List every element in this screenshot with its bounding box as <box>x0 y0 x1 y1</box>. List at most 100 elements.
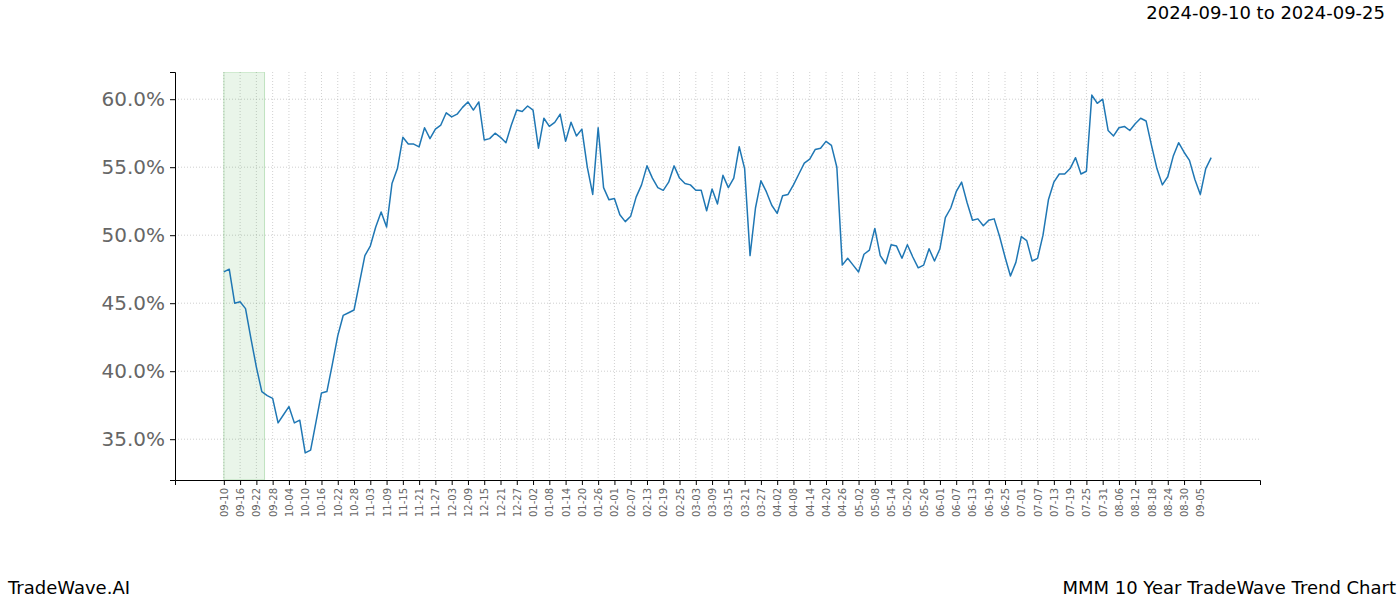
tick-mark <box>1168 480 1169 485</box>
grid-line <box>923 72 924 480</box>
grid-line <box>646 72 647 480</box>
tick-mark <box>663 480 664 485</box>
grid-line <box>891 72 892 480</box>
tick-mark <box>419 480 420 485</box>
tick-mark <box>170 371 175 372</box>
tick-mark <box>305 480 306 485</box>
tick: 50.0% <box>101 223 175 247</box>
chart: 35.0%40.0%45.0%50.0%55.0%60.0%09-1009-16… <box>0 0 1400 600</box>
tick-label: 07-13 <box>1049 488 1060 517</box>
tick-mark <box>1135 480 1136 485</box>
tick: 02-13 <box>642 480 653 517</box>
tick: 09-22 <box>251 480 262 517</box>
tick-mark <box>1103 480 1104 485</box>
tick-mark <box>170 99 175 100</box>
tick: 10-28 <box>349 480 360 517</box>
tick-label: 08-30 <box>1179 488 1190 517</box>
tick: 05-26 <box>919 480 930 517</box>
grid-line <box>907 72 908 480</box>
tick: 10-04 <box>284 480 295 517</box>
tick: 02-25 <box>675 480 686 517</box>
tick-label: 03-27 <box>756 488 767 517</box>
axis-line <box>176 481 1261 486</box>
grid-line <box>370 72 371 480</box>
tick: 01-02 <box>528 480 539 517</box>
tick-mark <box>1086 480 1087 485</box>
tick-label: 07-01 <box>1016 488 1027 517</box>
grid-line <box>1184 72 1185 480</box>
tick-mark <box>1200 480 1201 485</box>
tick-label: 04-08 <box>788 488 799 517</box>
grid-line <box>419 72 420 480</box>
tick-label: 01-20 <box>577 488 588 517</box>
tick-mark <box>452 480 453 485</box>
tick-mark <box>468 480 469 485</box>
x-axis: 09-1009-1609-2209-2810-0410-1010-1610-22… <box>176 480 1261 517</box>
tick-label: 07-07 <box>1033 488 1044 517</box>
tick: 09-28 <box>268 480 279 517</box>
tick: 03-21 <box>740 480 751 517</box>
tick-mark <box>501 480 502 485</box>
grid-line <box>175 167 1260 168</box>
tick: 01-26 <box>593 480 604 517</box>
tick: 08-06 <box>1114 480 1125 517</box>
tick: 06-25 <box>1000 480 1011 517</box>
tick: 40.0% <box>101 359 175 383</box>
tick-mark <box>891 480 892 485</box>
tick: 02-07 <box>626 480 637 517</box>
grid-line <box>272 72 273 480</box>
axis-line <box>170 73 176 481</box>
grid-line <box>663 72 664 480</box>
grid-line <box>175 303 1260 304</box>
tick-label: 09-05 <box>1195 488 1206 517</box>
tick-mark <box>1184 480 1185 485</box>
tick-mark <box>940 480 941 485</box>
tick: 07-13 <box>1049 480 1060 517</box>
grid-line <box>777 72 778 480</box>
tick-mark <box>598 480 599 485</box>
tick: 06-01 <box>935 480 946 517</box>
grid-line <box>1053 72 1054 480</box>
grid-line <box>842 72 843 480</box>
tick-label: 06-01 <box>935 488 946 517</box>
tick-label: 07-19 <box>1065 488 1076 517</box>
tick: 12-21 <box>496 480 507 517</box>
tick: 05-20 <box>902 480 913 517</box>
grid-line <box>175 235 1260 236</box>
grid-line <box>679 72 680 480</box>
tick-label: 03-03 <box>691 488 702 517</box>
tick-mark <box>170 303 175 304</box>
tick: 07-25 <box>1081 480 1092 517</box>
tick-mark <box>1005 480 1006 485</box>
grid-line <box>614 72 615 480</box>
tick-mark <box>338 480 339 485</box>
tick: 35.0% <box>101 427 175 451</box>
grid-line <box>695 72 696 480</box>
tick-mark <box>810 480 811 485</box>
tick-label: 05-14 <box>886 488 897 517</box>
grid-line <box>549 72 550 480</box>
grid-line <box>451 72 452 480</box>
tick-mark <box>680 480 681 485</box>
tick-mark <box>256 480 257 485</box>
tick-label: 08-06 <box>1114 488 1125 517</box>
tick-mark <box>224 480 225 485</box>
tick-label: 11-21 <box>414 488 425 517</box>
tick: 08-30 <box>1179 480 1190 517</box>
plot-area <box>224 72 1211 480</box>
tick-label: 10-16 <box>316 488 327 517</box>
tick-mark <box>907 480 908 485</box>
tick-mark <box>956 480 957 485</box>
tick-mark <box>1021 480 1022 485</box>
grid-line <box>337 72 338 480</box>
tick-label: 50.0% <box>101 223 165 247</box>
tick-mark <box>989 480 990 485</box>
grid-line <box>793 72 794 480</box>
grid-line <box>354 72 355 480</box>
tick-mark <box>1038 480 1039 485</box>
tick-label: 01-14 <box>561 488 572 517</box>
tick-label: 02-07 <box>626 488 637 517</box>
grid-line <box>565 72 566 480</box>
tick: 07-19 <box>1065 480 1076 517</box>
tick-label: 08-24 <box>1163 488 1174 517</box>
